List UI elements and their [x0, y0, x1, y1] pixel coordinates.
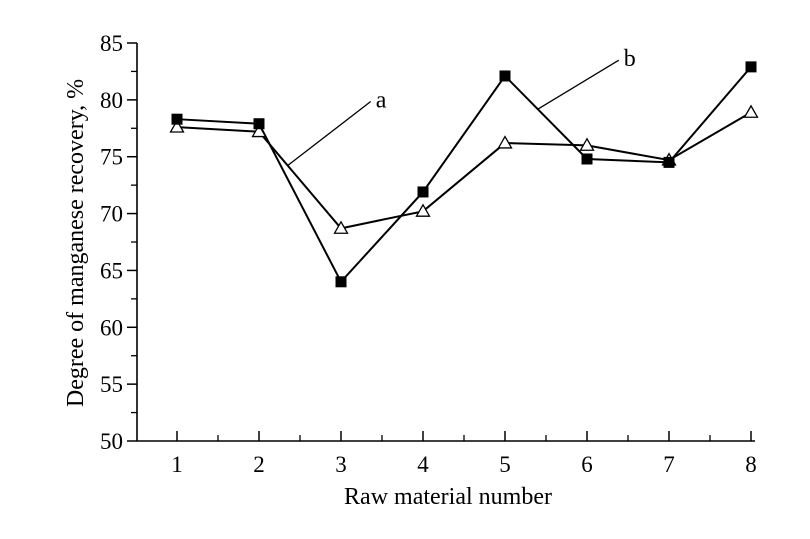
data-point-b	[171, 113, 183, 125]
y-tick-label: 80	[100, 88, 123, 113]
x-tick-label: 1	[171, 452, 183, 477]
x-tick-label: 4	[417, 452, 429, 477]
x-tick-label: 2	[253, 452, 265, 477]
data-point-a	[169, 119, 185, 133]
x-tick-label: 8	[745, 452, 757, 477]
data-point-a	[743, 104, 759, 118]
callout-label-a: a	[376, 88, 387, 114]
data-point-b	[499, 70, 511, 82]
data-point-a	[497, 135, 513, 149]
series-layer	[169, 61, 759, 288]
data-point-b	[335, 276, 347, 288]
data-point-a	[333, 220, 349, 234]
callout-leader-b	[537, 59, 620, 110]
data-point-a	[579, 137, 595, 151]
axes: 50 55 60 65 70 75 80 85 1 2 3 4 5 6 7 8	[100, 31, 757, 477]
y-tick-label: 60	[100, 315, 123, 340]
y-tick-label: 55	[100, 372, 123, 397]
x-axis-title: Raw material number	[344, 484, 552, 510]
x-tick-label: 7	[663, 452, 675, 477]
data-point-b	[417, 186, 429, 198]
x-tick-label: 3	[335, 452, 347, 477]
x-tick-label: 5	[499, 452, 511, 477]
y-tick-label: 50	[100, 429, 123, 454]
data-point-b	[663, 156, 675, 168]
callout-label-b: b	[624, 46, 636, 72]
series-line-a	[176, 111, 752, 230]
data-point-a	[251, 123, 267, 138]
y-tick-label: 70	[100, 202, 123, 227]
callout-leader-a	[287, 101, 372, 167]
data-point-b	[581, 153, 593, 165]
y-tick-label: 65	[100, 258, 123, 283]
data-point-b	[253, 118, 265, 130]
series-line-b	[176, 66, 752, 284]
y-tick-label: 85	[100, 31, 123, 56]
annotation-layer: ab	[287, 46, 636, 167]
y-axis-title: Degree of manganese recovery, %	[63, 79, 89, 407]
y-tick-label: 75	[100, 145, 123, 170]
x-tick-label: 6	[581, 452, 593, 477]
data-point-b	[745, 61, 757, 73]
data-point-a	[415, 203, 431, 217]
